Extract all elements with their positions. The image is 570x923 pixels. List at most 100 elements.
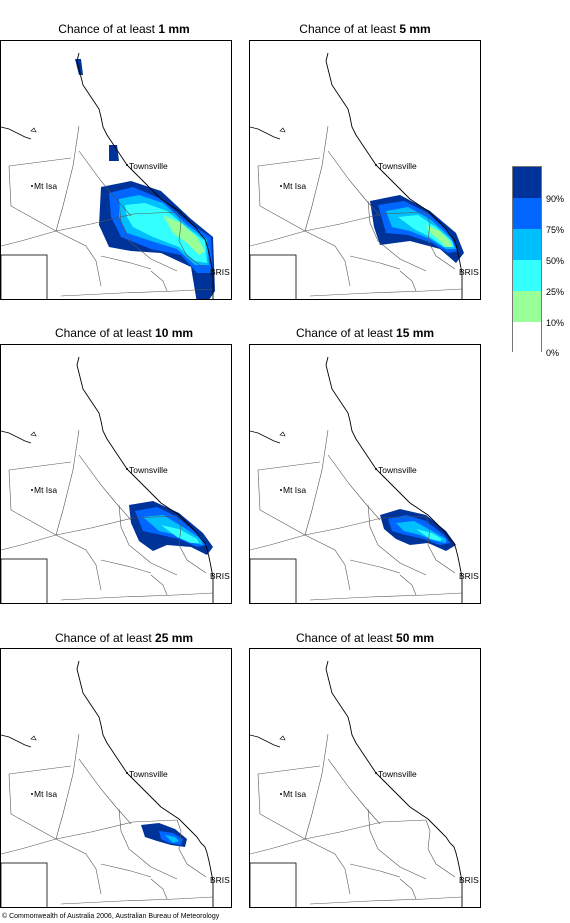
legend-swatch-90	[513, 167, 541, 198]
mt-isa-label: Mt Isa	[34, 181, 57, 191]
district-boundary	[176, 211, 207, 270]
coastline	[76, 356, 214, 603]
mt-isa-marker	[31, 793, 33, 795]
panel-title-1mm: Chance of at least 1 mm	[58, 22, 190, 36]
district-boundary	[257, 469, 306, 536]
mt-isa-label: Mt Isa	[283, 789, 306, 799]
mt-isa-label: Mt Isa	[283, 181, 306, 191]
mt-isa-marker	[280, 185, 282, 187]
district-boundary	[8, 765, 72, 775]
inset-box	[1, 254, 48, 299]
mt-isa-marker	[280, 489, 282, 491]
rain-probability-5mm	[370, 195, 464, 263]
mt-isa-marker	[280, 793, 282, 795]
district-boundary	[304, 733, 329, 840]
inset-box	[1, 862, 48, 907]
island	[30, 127, 37, 133]
district-boundary	[349, 559, 401, 574]
district-boundary	[304, 534, 351, 591]
inset-box	[250, 862, 297, 907]
district-boundary	[78, 758, 132, 825]
district-boundary	[55, 429, 80, 536]
district-boundary	[309, 592, 463, 601]
legend-swatch-50	[513, 229, 541, 260]
district-boundary	[367, 808, 427, 880]
probability-area	[109, 145, 119, 161]
rain-probability-1mm	[75, 59, 215, 299]
legend-swatch-75	[513, 198, 541, 229]
district-boundary	[100, 559, 152, 574]
inset-box	[1, 558, 48, 603]
townsville-marker	[126, 468, 128, 470]
inset-box	[250, 558, 297, 603]
district-boundary	[1, 534, 57, 551]
district-boundary	[55, 230, 102, 287]
district-boundary	[150, 574, 168, 596]
panel-title-25mm: Chance of at least 25 mm	[54, 631, 194, 645]
bris-label: BRIS	[210, 571, 230, 581]
district-boundary	[257, 773, 306, 840]
district-boundary	[399, 574, 417, 596]
district-boundary	[60, 288, 214, 297]
panel-title-50mm: Chance of at least 50 mm	[295, 631, 435, 645]
island	[30, 431, 37, 437]
probability-area	[426, 225, 452, 247]
district-boundary	[150, 878, 168, 900]
district-boundary	[8, 773, 57, 840]
district-boundary	[257, 165, 306, 232]
district-boundary	[100, 255, 152, 270]
map-outline: Townsville Mt Isa BRIS	[250, 52, 479, 299]
bris-label: BRIS	[459, 875, 479, 885]
legend-swatch-25	[513, 260, 541, 291]
map-outline: Townsville Mt Isa BRIS	[1, 356, 230, 603]
district-boundary	[1, 230, 57, 247]
townsville-marker	[375, 772, 377, 774]
coastline	[325, 356, 463, 603]
townsville-marker	[126, 164, 128, 166]
district-boundary	[55, 125, 80, 232]
panel-title-15mm: Chance of at least 15 mm	[295, 326, 435, 340]
copyright-notice: © Commonwealth of Australia 2006, Austra…	[2, 913, 220, 920]
district-boundary	[367, 504, 427, 576]
map-5mm: Townsville Mt Isa BRIS	[250, 52, 479, 299]
district-boundary	[399, 878, 417, 900]
district-boundary	[55, 534, 102, 591]
map-1mm: Townsville Mt Isa BRIS	[1, 52, 230, 299]
district-boundary	[304, 515, 427, 536]
townsville-label: Townsville	[378, 465, 417, 475]
district-boundary	[257, 461, 321, 471]
map-panel-15mm: Townsville Mt Isa BRIS	[249, 344, 481, 604]
district-boundary	[55, 733, 80, 840]
district-boundary	[250, 534, 306, 551]
district-boundary	[176, 819, 207, 878]
legend-label-50: 50%	[546, 256, 565, 266]
district-boundary	[367, 200, 427, 272]
legend-label-90: 90%	[546, 194, 565, 204]
legend-swatch-10	[513, 291, 541, 322]
district-boundary	[309, 896, 463, 905]
district-boundary	[425, 211, 456, 270]
district-boundary	[304, 211, 427, 232]
district-boundary	[118, 808, 178, 880]
district-boundary	[100, 863, 152, 878]
townsville-label: Townsville	[378, 161, 417, 171]
district-boundary	[399, 270, 417, 292]
map-15mm: Townsville Mt Isa BRIS	[250, 356, 479, 603]
district-boundary	[60, 896, 214, 905]
district-boundary	[425, 515, 456, 574]
district-boundary	[349, 863, 401, 878]
coastline	[76, 660, 214, 907]
district-boundary	[250, 230, 306, 247]
district-boundary	[55, 819, 178, 840]
inset-box	[250, 254, 297, 299]
bris-label: BRIS	[210, 875, 230, 885]
district-boundary	[304, 838, 351, 895]
coastline	[325, 660, 463, 907]
coastline	[76, 52, 214, 299]
district-boundary	[176, 515, 207, 574]
map-outline: Townsville Mt Isa BRIS	[250, 356, 479, 603]
district-boundary	[309, 288, 463, 297]
district-boundary	[327, 150, 381, 217]
district-boundary	[118, 504, 178, 576]
bris-label: BRIS	[459, 267, 479, 277]
